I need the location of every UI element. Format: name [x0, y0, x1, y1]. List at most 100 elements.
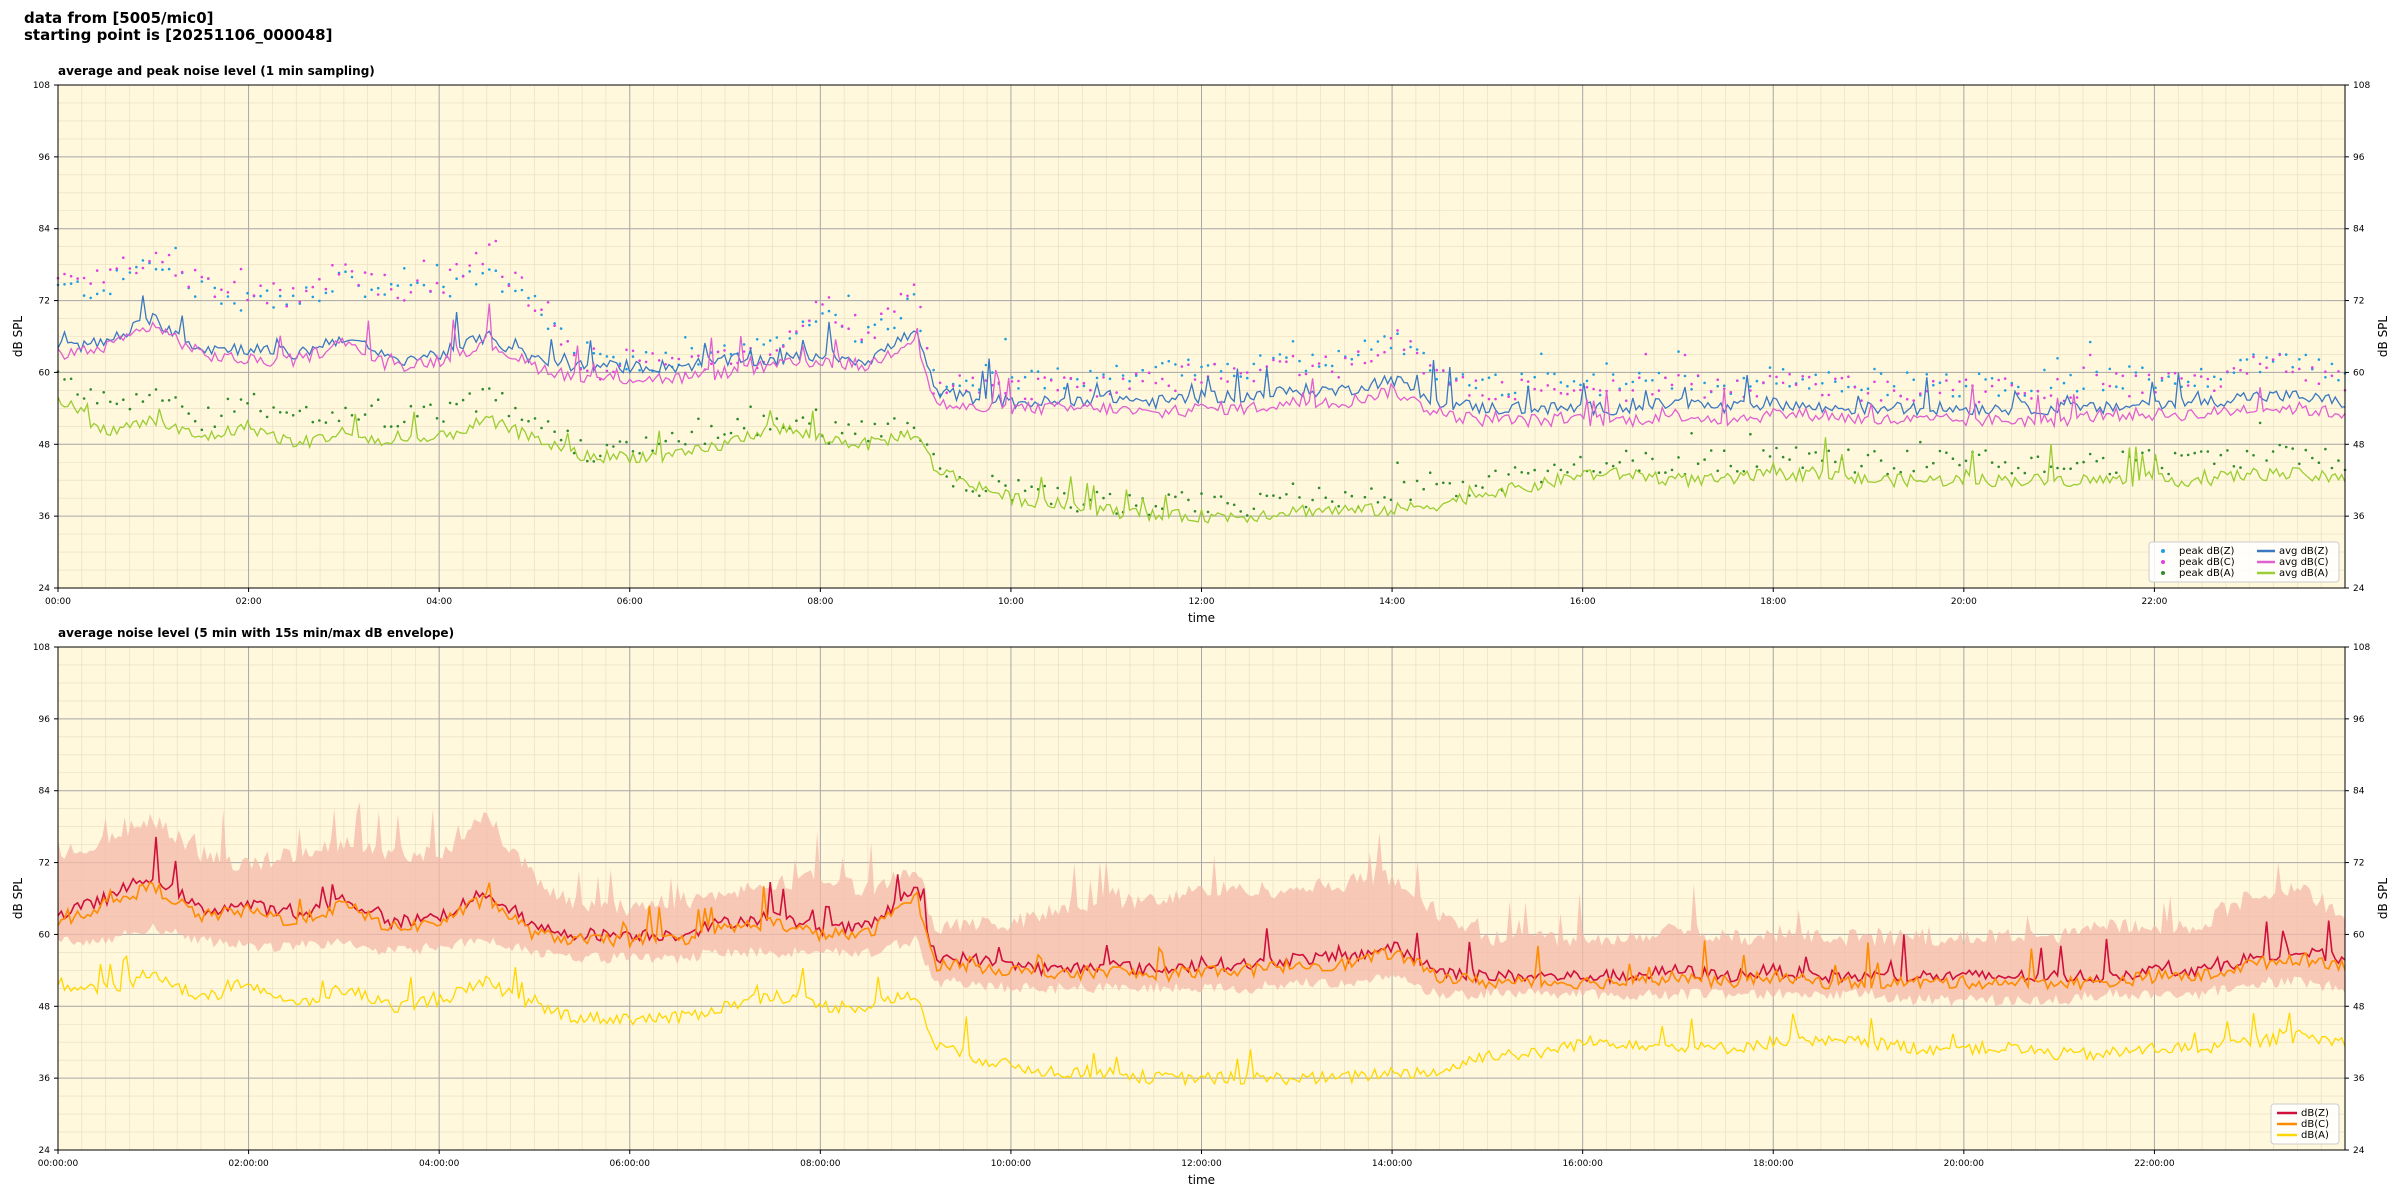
data-point	[1592, 387, 1595, 391]
data-point	[1200, 381, 1203, 384]
data-point	[801, 320, 805, 324]
data-point	[2324, 370, 2327, 374]
data-point	[1559, 468, 1563, 472]
x-tick-label: 16:00	[1570, 597, 1596, 607]
data-point	[886, 307, 890, 310]
data-point	[514, 289, 517, 293]
data-point	[1402, 348, 1406, 352]
data-point	[115, 267, 119, 270]
data-point	[2284, 370, 2288, 374]
data-point	[625, 367, 628, 371]
data-point	[553, 430, 556, 434]
data-point	[592, 351, 596, 355]
data-point	[1428, 471, 1432, 475]
data-point	[1272, 358, 1275, 362]
data-point	[2265, 459, 2268, 462]
data-point	[1958, 463, 1961, 467]
data-point	[2304, 448, 2308, 452]
data-point	[886, 327, 890, 331]
data-point	[1389, 336, 1393, 340]
data-point	[1984, 390, 1987, 393]
data-point	[1840, 389, 1844, 393]
data-point	[494, 239, 498, 243]
data-point	[736, 417, 739, 421]
x-tick-label: 10:00:00	[991, 1159, 1032, 1169]
y-tick-label-left: 84	[39, 787, 51, 797]
x-tick-label: 20:00:00	[1944, 1159, 1985, 1169]
data-point	[1108, 377, 1112, 381]
data-point	[1350, 494, 1354, 498]
data-point	[69, 274, 73, 278]
data-point	[337, 273, 341, 276]
data-point	[383, 293, 387, 296]
data-point	[1422, 487, 1425, 491]
data-point	[965, 489, 968, 492]
data-point	[618, 362, 622, 366]
data-point	[2317, 461, 2321, 465]
data-point	[1330, 370, 1334, 374]
data-point	[488, 243, 491, 246]
data-point	[788, 337, 792, 340]
data-point	[1951, 457, 1955, 461]
data-point	[1200, 492, 1203, 495]
series-line	[57, 881, 2346, 991]
data-point	[233, 302, 236, 305]
data-point	[2193, 384, 2196, 388]
data-point	[128, 407, 132, 411]
data-point	[82, 397, 86, 400]
data-point	[1337, 505, 1340, 508]
data-point	[1161, 361, 1164, 365]
data-point	[880, 435, 883, 438]
data-point	[76, 393, 79, 396]
data-point	[1435, 482, 1438, 486]
data-point	[1801, 378, 1804, 381]
data-point	[1690, 432, 1693, 435]
data-point	[1683, 374, 1687, 378]
data-point	[1585, 385, 1589, 389]
data-point	[461, 275, 465, 278]
data-point	[1056, 367, 1059, 370]
data-point	[1193, 378, 1197, 381]
data-point	[389, 288, 393, 291]
data-point	[1023, 397, 1027, 401]
data-point	[1775, 382, 1778, 385]
data-point	[2056, 357, 2059, 360]
data-point	[1409, 340, 1412, 343]
data-point	[1389, 346, 1393, 350]
data-point	[951, 485, 955, 488]
data-point	[115, 402, 119, 406]
data-point	[906, 421, 909, 425]
data-point	[1938, 381, 1942, 385]
series-dots	[56, 239, 2347, 404]
data-point	[1814, 382, 1817, 386]
legend-label: avg dB(C)	[2279, 557, 2329, 568]
data-point	[527, 304, 530, 307]
data-point	[540, 426, 543, 430]
data-point	[102, 289, 105, 292]
data-point	[409, 291, 413, 294]
data-point	[1415, 351, 1419, 355]
data-point	[2167, 472, 2170, 476]
data-point	[1533, 387, 1536, 391]
series-db-z-	[57, 836, 2346, 986]
data-point	[1206, 510, 1210, 514]
data-point	[566, 340, 569, 343]
data-point	[1193, 510, 1197, 513]
data-point	[1703, 458, 1706, 461]
data-point	[2003, 389, 2007, 392]
data-point	[1128, 387, 1131, 391]
data-point	[951, 382, 955, 386]
data-point	[167, 399, 171, 402]
data-point	[2317, 382, 2321, 386]
data-point	[272, 406, 275, 409]
data-point	[291, 287, 295, 290]
data-point	[233, 410, 236, 413]
data-point	[605, 443, 609, 447]
data-point	[2173, 371, 2177, 375]
data-point	[553, 322, 556, 325]
data-point	[1958, 394, 1961, 398]
data-point	[1520, 471, 1523, 474]
data-point	[2095, 370, 2098, 374]
data-point	[1526, 380, 1530, 383]
series-peak-db-z-	[56, 246, 2347, 398]
